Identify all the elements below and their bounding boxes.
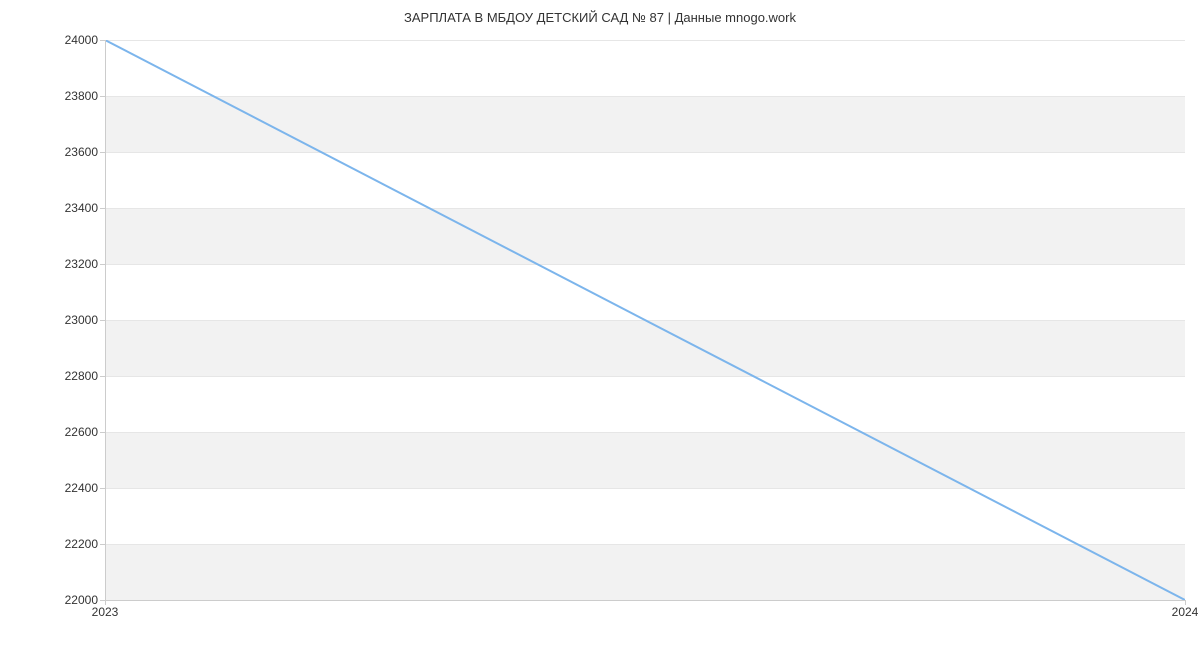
y-tick-label: 22800 [65,369,98,383]
y-tick-mark [100,376,105,377]
plot-band [105,320,1185,376]
y-gridline [105,152,1185,153]
plot-area [105,40,1185,600]
plot-band [105,96,1185,152]
salary-line-chart: ЗАРПЛАТА В МБДОУ ДЕТСКИЙ САД № 87 | Данн… [0,0,1200,650]
y-tick-label: 23400 [65,201,98,215]
y-gridline [105,40,1185,41]
y-tick-mark [100,488,105,489]
x-tick-label: 2023 [92,605,119,619]
y-axis-line [105,40,106,600]
chart-title: ЗАРПЛАТА В МБДОУ ДЕТСКИЙ САД № 87 | Данн… [404,10,796,25]
y-tick-mark [100,152,105,153]
y-tick-mark [100,208,105,209]
y-tick-label: 23600 [65,145,98,159]
y-gridline [105,208,1185,209]
y-gridline [105,432,1185,433]
plot-band [105,208,1185,264]
y-gridline [105,320,1185,321]
y-tick-mark [100,40,105,41]
x-tick-mark [1185,600,1186,605]
y-tick-label: 24000 [65,33,98,47]
y-tick-mark [100,264,105,265]
x-tick-label: 2024 [1172,605,1199,619]
y-tick-label: 23000 [65,313,98,327]
y-tick-label: 22200 [65,537,98,551]
y-gridline [105,544,1185,545]
y-tick-label: 23800 [65,89,98,103]
y-tick-mark [100,544,105,545]
y-gridline [105,488,1185,489]
y-tick-label: 22600 [65,425,98,439]
y-tick-mark [100,320,105,321]
plot-band [105,432,1185,488]
y-tick-mark [100,432,105,433]
y-gridline [105,264,1185,265]
y-tick-label: 23200 [65,257,98,271]
y-tick-label: 22400 [65,481,98,495]
y-gridline [105,96,1185,97]
x-axis-line [105,600,1185,601]
y-gridline [105,376,1185,377]
x-tick-mark [105,600,106,605]
plot-band [105,544,1185,600]
y-tick-mark [100,96,105,97]
